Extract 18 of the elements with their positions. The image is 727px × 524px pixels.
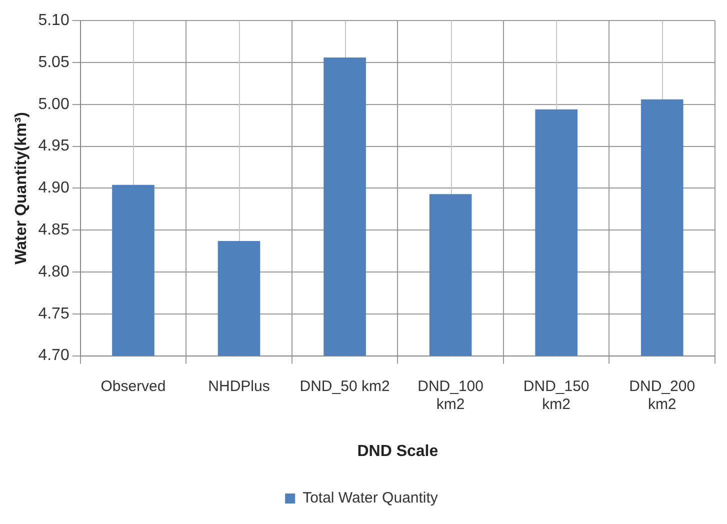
x-tick-label: DND_100 km2	[418, 378, 484, 413]
x-tick-label: NHDPlus	[208, 378, 270, 395]
y-tick-label: 5.05	[38, 54, 70, 71]
x-tick-label: DND_50 km2	[300, 378, 390, 395]
legend-label: Total Water Quantity	[302, 490, 438, 507]
y-tick-label: 5.00	[38, 96, 70, 113]
y-tick-label: 4.85	[38, 222, 70, 239]
x-tick-label: DND_200 km2	[629, 378, 696, 413]
y-tick-label: 4.95	[38, 138, 70, 155]
y-tick-label: 4.90	[38, 180, 70, 197]
y-tick-label: 4.80	[38, 263, 70, 280]
y-axis-title: Water Quantity(km³)	[13, 112, 30, 264]
x-tick-label: DND_150 km2	[523, 378, 590, 413]
x-tick-label: Observed	[100, 378, 166, 395]
y-tick-label: 4.70	[38, 347, 70, 364]
y-tick-label: 5.10	[38, 12, 70, 30]
x-axis-title: DND Scale	[357, 442, 438, 460]
y-tick-label: 4.75	[38, 305, 70, 322]
